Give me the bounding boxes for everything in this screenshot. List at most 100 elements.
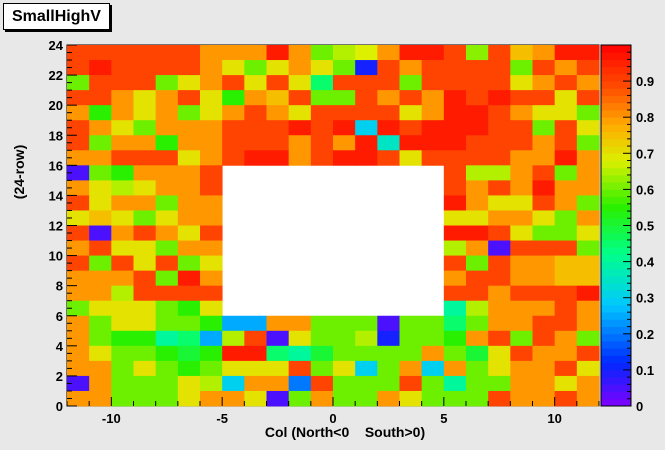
heatmap-cell — [532, 195, 556, 211]
heatmap-cell — [355, 45, 378, 61]
y-tick-label: 6 — [56, 309, 63, 324]
colorbar-swatch — [601, 326, 631, 335]
heatmap-cell — [177, 300, 201, 317]
heatmap-cell — [488, 360, 511, 377]
heatmap-cell — [421, 75, 445, 91]
heatmap-cell — [244, 315, 267, 332]
heatmap-cell — [200, 270, 223, 287]
heatmap-cell — [177, 195, 201, 211]
heatmap-cell — [133, 300, 157, 317]
heatmap-cell — [421, 150, 445, 166]
colorbar-tick-label: 0.1 — [636, 363, 654, 378]
heatmap-cell — [554, 240, 578, 256]
heatmap-cell — [532, 285, 556, 302]
colorbar-swatch — [601, 211, 631, 219]
heatmap-cell — [89, 120, 112, 136]
heatmap-cell — [510, 255, 533, 272]
heatmap-cell — [89, 45, 112, 61]
heatmap-cell — [89, 135, 112, 151]
heatmap-cell — [288, 360, 312, 377]
heatmap-cell — [155, 255, 179, 272]
heatmap-cell — [510, 360, 533, 377]
heatmap-cell — [466, 345, 489, 362]
heatmap-cell — [488, 135, 511, 151]
heatmap-cell — [466, 330, 489, 347]
heatmap-cell — [355, 105, 378, 121]
colorbar-swatch — [601, 268, 631, 277]
heatmap-cell — [200, 45, 223, 61]
heatmap-cell — [510, 45, 533, 61]
heatmap-cell — [111, 210, 134, 226]
heatmap-cell — [466, 195, 489, 211]
heatmap-cell — [288, 90, 312, 106]
heatmap-cell — [421, 60, 445, 76]
heatmap-cell — [288, 375, 312, 392]
heatmap-cell — [89, 300, 112, 317]
colorbar-swatch — [601, 109, 631, 118]
x-tick-label: 10 — [547, 411, 561, 426]
heatmap-cell — [177, 135, 201, 151]
heatmap-cell — [355, 75, 378, 91]
heatmap-cell — [443, 360, 467, 377]
colorbar-tick-label: 0.8 — [636, 110, 654, 125]
heatmap-cell — [288, 75, 312, 91]
heatmap-cell — [399, 60, 423, 76]
heatmap-cell — [288, 330, 312, 347]
heatmap-cell — [155, 345, 179, 362]
y-tick-label: 18 — [49, 128, 63, 143]
heatmap-cell — [399, 345, 423, 362]
y-tick-label: 10 — [49, 249, 63, 264]
heatmap-cell — [177, 240, 201, 256]
colorbar-swatch — [601, 81, 631, 89]
heatmap-cell — [155, 285, 179, 302]
heatmap-cell — [111, 255, 134, 272]
heatmap-cell — [111, 300, 134, 317]
heatmap-cell — [222, 390, 245, 407]
heatmap-cell — [466, 105, 489, 121]
y-tick-label: 8 — [56, 279, 63, 294]
heatmap-cell — [67, 240, 90, 256]
heatmap-cell — [510, 225, 533, 241]
colorbar-swatch — [601, 66, 631, 75]
heatmap-cell — [111, 150, 134, 166]
heatmap-cell — [111, 120, 134, 136]
heatmap-cell — [89, 165, 112, 181]
colorbar-swatch — [601, 52, 631, 60]
colorbar-swatch — [601, 232, 631, 241]
heatmap-cell — [133, 345, 157, 362]
heatmap-cell — [200, 75, 223, 91]
colorbar-swatch — [601, 131, 631, 140]
heatmap-cell — [466, 45, 489, 61]
colorbar-swatch — [601, 225, 631, 234]
heatmap-cell — [510, 375, 533, 392]
heatmap-cell — [244, 60, 267, 76]
heatmap-cell — [288, 390, 312, 407]
heatmap-cell — [466, 165, 489, 181]
heatmap-cell — [443, 120, 467, 136]
heatmap-cell — [177, 180, 201, 196]
heatmap-cell — [111, 375, 134, 392]
heatmap-cell — [67, 285, 90, 302]
heatmap-cell — [288, 135, 312, 151]
heatmap-cell — [177, 165, 201, 181]
heatmap-cell — [89, 150, 112, 166]
heatmap-cell — [222, 150, 245, 166]
heatmap-cell — [576, 135, 600, 151]
heatmap-cell — [532, 165, 556, 181]
heatmap-cell — [443, 225, 467, 241]
heatmap-cell — [554, 315, 578, 332]
heatmap-cell — [67, 375, 90, 392]
heatmap-cell — [177, 210, 201, 226]
y-tick-label: 2 — [56, 369, 63, 384]
heatmap-cell — [222, 45, 245, 61]
heatmap-cell — [576, 375, 600, 392]
heatmap-cell — [133, 240, 157, 256]
y-tick-label: 20 — [49, 98, 63, 113]
heatmap-cell — [488, 75, 511, 91]
heatmap-cell — [333, 360, 356, 377]
heatmap-cell — [200, 315, 223, 332]
heatmap-cell — [177, 45, 201, 61]
heatmap-cell — [466, 300, 489, 317]
heatmap-cell — [399, 150, 423, 166]
